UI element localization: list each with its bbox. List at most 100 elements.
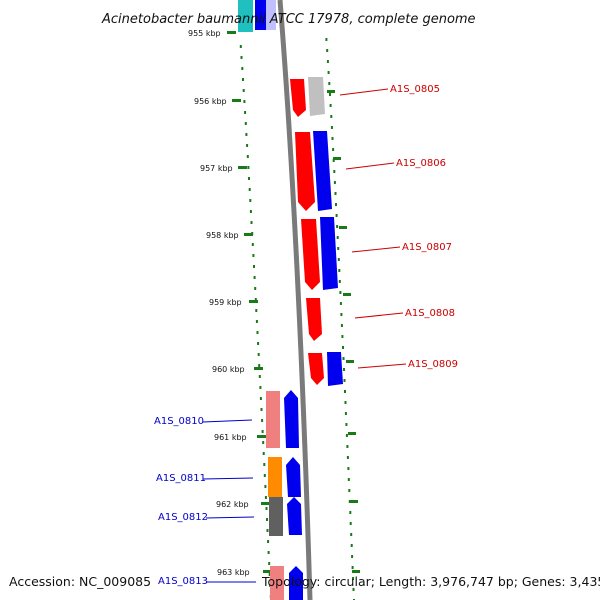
- tick-dot: [244, 122, 247, 125]
- tick-dot: [261, 430, 264, 433]
- gene-partial-blue: [255, 0, 267, 30]
- tick-dot: [330, 115, 333, 118]
- leader-line: [357, 363, 407, 369]
- genome-backbone: [277, 0, 313, 600]
- gene-arrow-blue[interactable]: [320, 217, 338, 290]
- tick-dot: [340, 313, 343, 316]
- tick-dot: [349, 511, 352, 514]
- topology-text: Topology: circular; Length: 3,976,747 bp…: [261, 574, 600, 589]
- gene-arrows-right: [290, 77, 343, 386]
- kbp-label: 956 kbp: [194, 97, 227, 106]
- gene-label-a1s-0810[interactable]: A1S_0810: [154, 416, 204, 427]
- gene-label-a1s-0806[interactable]: A1S_0806: [396, 158, 446, 169]
- tick-dot: [265, 507, 268, 510]
- leader-line: [202, 419, 253, 423]
- gene-label-a1s-0812[interactable]: A1S_0812: [158, 512, 208, 523]
- kbp-tick: [227, 31, 236, 34]
- tick-dot: [351, 555, 354, 558]
- tick-dot: [251, 243, 254, 246]
- tick-dot: [342, 357, 345, 360]
- tick-dot: [329, 104, 332, 107]
- tick-dot: [253, 276, 256, 279]
- tick-dot: [255, 309, 258, 312]
- gene-label-a1s-0805[interactable]: A1S_0805: [390, 84, 440, 95]
- gene-label-a1s-0807[interactable]: A1S_0807: [402, 242, 452, 253]
- tick-dot: [333, 181, 336, 184]
- tick-dot: [325, 38, 328, 41]
- kbp-tick: [244, 233, 253, 236]
- gene-label-a1s-0811[interactable]: A1S_0811: [156, 473, 206, 484]
- tick-dot: [258, 375, 261, 378]
- gene-block-darkgray[interactable]: [269, 497, 283, 536]
- tick-dot: [259, 386, 262, 389]
- tick-dot: [335, 214, 338, 217]
- gene-block-orange[interactable]: [268, 457, 282, 497]
- kbp-tick: [254, 367, 263, 370]
- tick-dot: [329, 93, 331, 96]
- kbp-label: 962 kbp: [216, 500, 249, 509]
- tick-dot-tracks: [239, 38, 355, 600]
- kbp-tick-right: [339, 226, 347, 229]
- tick-dot: [249, 210, 252, 213]
- tick-dot: [261, 419, 264, 422]
- tick-dot: [339, 291, 342, 294]
- tick-dot: [343, 379, 346, 382]
- leader-line: [354, 312, 404, 319]
- tick-dot: [339, 302, 342, 305]
- tick-dot: [330, 126, 333, 129]
- tick-dot: [256, 331, 259, 334]
- gene-label-a1s-0809[interactable]: A1S_0809: [408, 359, 458, 370]
- accession-text: Accession: NC_009085: [9, 574, 151, 589]
- tick-dot: [346, 445, 349, 448]
- tick-dot: [350, 544, 353, 547]
- tick-dot: [326, 49, 329, 52]
- gene-arrow-red[interactable]: [308, 353, 324, 385]
- gene-label-a1s-0808[interactable]: A1S_0808: [405, 308, 455, 319]
- gene-arrow-blue[interactable]: [313, 131, 332, 211]
- gene-arrow-blue[interactable]: [327, 352, 343, 386]
- tick-dot: [349, 522, 352, 525]
- gene-arrow-blue[interactable]: [284, 390, 299, 448]
- gene-arrow-blue[interactable]: [289, 566, 303, 600]
- gene-block-pink[interactable]: [270, 566, 284, 600]
- tick-dot: [259, 397, 262, 400]
- kbp-label: 963 kbp: [217, 568, 250, 577]
- tick-dot: [246, 155, 249, 158]
- tick-dot: [253, 265, 255, 268]
- tick-dot: [264, 496, 267, 499]
- tick-dot: [262, 452, 265, 455]
- tick-dot: [267, 551, 270, 554]
- gene-arrow-blue[interactable]: [286, 457, 301, 497]
- tick-dot: [239, 45, 242, 48]
- kbp-label: 959 kbp: [209, 298, 242, 307]
- gene-arrow-red[interactable]: [290, 79, 306, 117]
- gene-arrow-red[interactable]: [295, 132, 315, 211]
- kbp-tick: [232, 99, 241, 102]
- tick-dot: [263, 474, 266, 477]
- tick-dot: [255, 320, 258, 323]
- tick-dot: [335, 203, 337, 206]
- kbp-label: 957 kbp: [200, 164, 233, 173]
- kbp-label: 961 kbp: [214, 433, 247, 442]
- gene-arrow-red[interactable]: [301, 219, 320, 290]
- tick-dot: [350, 533, 353, 536]
- gene-arrow-blue[interactable]: [287, 497, 302, 535]
- gene-arrow-lightgray[interactable]: [308, 77, 325, 116]
- tick-dot: [248, 188, 251, 191]
- tick-dot: [345, 434, 348, 437]
- tick-dot: [257, 353, 260, 356]
- gene-block-pink[interactable]: [266, 391, 280, 448]
- tick-dot: [246, 144, 249, 147]
- tick-dot: [340, 324, 343, 327]
- tick-dot: [344, 412, 347, 415]
- kbp-tick-right: [348, 432, 356, 435]
- tick-dot: [332, 159, 335, 162]
- top-partial-genes: [238, 0, 276, 32]
- kbp-tick-right: [352, 570, 360, 573]
- kbp-label: 955 kbp: [188, 29, 221, 38]
- tick-dot: [257, 342, 260, 345]
- gene-arrow-red[interactable]: [306, 298, 322, 341]
- gene-label-a1s-0813[interactable]: A1S_0813: [158, 576, 208, 587]
